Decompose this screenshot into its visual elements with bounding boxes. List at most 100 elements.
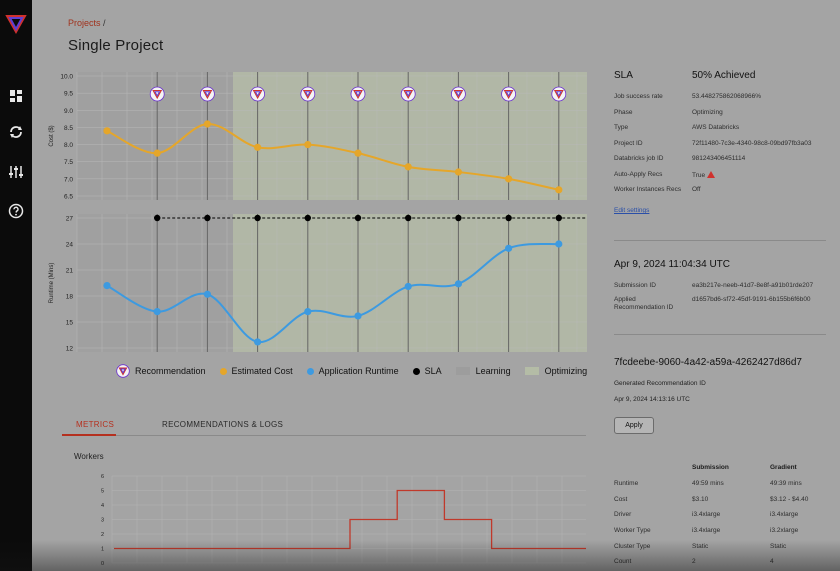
y-tick-label: 5 bbox=[101, 489, 104, 495]
table-cell: Static bbox=[692, 543, 709, 550]
y-tick-label: 4 bbox=[101, 503, 104, 509]
y-tick-label: 8.5 bbox=[64, 125, 73, 132]
legend-recommendation[interactable]: Recommendation bbox=[116, 364, 206, 378]
generated-recommendation-date: Apr 9, 2024 14:13:16 UTC bbox=[614, 396, 690, 403]
field-value: 981243406451114 bbox=[692, 155, 746, 162]
help-icon[interactable] bbox=[4, 199, 28, 223]
legend-estimated-cost[interactable]: Estimated Cost bbox=[219, 366, 293, 376]
runtime-point bbox=[254, 338, 262, 346]
legend-application-runtime[interactable]: Application Runtime bbox=[306, 366, 399, 376]
recommendation-icon-inner bbox=[304, 91, 311, 97]
recommendation-icon bbox=[350, 86, 366, 102]
cost-series-line bbox=[106, 122, 560, 191]
legend-sla[interactable]: SLA bbox=[412, 366, 442, 376]
sla-value: 50% Achieved bbox=[692, 70, 756, 81]
table-cell: 49:39 mins bbox=[770, 480, 802, 487]
cost-point bbox=[103, 127, 111, 135]
edit-settings-link[interactable]: Edit settings bbox=[614, 207, 650, 214]
generated-recommendation-label: Generated Recommendation ID bbox=[614, 380, 706, 387]
recommendation-icon bbox=[250, 86, 266, 102]
runtime-point bbox=[354, 312, 362, 320]
breadcrumb: Projects / bbox=[68, 18, 106, 28]
recommendation-icon-inner bbox=[455, 91, 462, 97]
table-cell: Worker Type bbox=[614, 527, 651, 534]
table-row: Driver i3.4xlarge i3.4xlarge bbox=[614, 511, 836, 521]
recommendation-icon-outer bbox=[252, 89, 263, 100]
submission-date: Apr 9, 2024 11:04:34 UTC bbox=[614, 259, 730, 270]
legend-runtime-label: Application Runtime bbox=[318, 366, 399, 376]
table-cell: 49:59 mins bbox=[692, 480, 724, 487]
runtime-point bbox=[404, 282, 412, 291]
legend-cost-dot bbox=[219, 367, 227, 375]
workers-chart: 6 5 4 3 2 1 0 bbox=[101, 474, 586, 567]
field-value: True bbox=[692, 172, 706, 179]
y-tick-label: 3 bbox=[101, 518, 104, 524]
recommendation-icon-inner bbox=[405, 91, 412, 97]
runtime-point bbox=[555, 240, 563, 248]
recommendation-icon bbox=[199, 86, 215, 102]
tab-recommendations-logs[interactable]: RECOMMENDATIONS & LOGS bbox=[162, 420, 284, 429]
brand-logo-icon[interactable] bbox=[4, 12, 28, 36]
page-title: Single Project bbox=[68, 37, 164, 54]
table-row: Cost $3.10 $3.12 - $4.40 bbox=[614, 496, 836, 506]
warning-icon bbox=[706, 171, 715, 181]
y-tick-label: 24 bbox=[66, 242, 74, 249]
recommendation-icon-outer bbox=[302, 89, 313, 100]
legend-optimizing-swatch bbox=[524, 367, 539, 375]
y-tick-label: 15 bbox=[66, 320, 74, 327]
sla-point bbox=[405, 214, 412, 222]
table-row: Worker Type i3.4xlarge i3.2xlarge bbox=[614, 527, 836, 537]
recommendation-icon-outer bbox=[353, 89, 363, 100]
field-value: d1657bd6-sf72-45df-9191-6b155b6f6b00 bbox=[692, 296, 811, 303]
table-cell: $3.10 bbox=[692, 496, 709, 503]
table-cell: 2 bbox=[692, 558, 696, 565]
field-value: 53.448275862068966% bbox=[692, 93, 762, 100]
table-cell: 4 bbox=[770, 558, 774, 565]
table-cell: $3.12 - $4.40 bbox=[770, 496, 809, 503]
legend-optimizing[interactable]: Optimizing bbox=[524, 366, 587, 376]
table-row: Count 2 4 bbox=[614, 558, 836, 568]
recycle-icon[interactable] bbox=[4, 120, 28, 144]
recommendation-icon-inner bbox=[555, 91, 562, 97]
legend-learning[interactable]: Learning bbox=[455, 366, 511, 376]
field-key: Phase bbox=[614, 109, 633, 116]
table-cell: i3.4xlarge bbox=[770, 511, 799, 518]
workers-chart-title: Workers bbox=[74, 452, 104, 461]
recommendation-icon bbox=[116, 364, 130, 378]
table-cell: Runtime bbox=[614, 480, 639, 487]
apply-button[interactable]: Apply bbox=[614, 417, 654, 434]
recommendation-icon-outer bbox=[453, 89, 464, 100]
table-header: Submission Gradient bbox=[614, 464, 836, 474]
sliders-icon[interactable] bbox=[4, 160, 28, 184]
main-content: Projects / Single Project 10.0 9.5 9.0 8.5 8… bbox=[32, 0, 840, 571]
recommendation-icon-outer bbox=[553, 89, 564, 100]
sla-point bbox=[204, 214, 211, 222]
legend-learning-swatch bbox=[455, 367, 470, 375]
optimizing-region bbox=[233, 214, 587, 352]
dashboard-icon[interactable] bbox=[4, 84, 28, 108]
sla-point bbox=[505, 214, 512, 222]
recommendation-icon-inner bbox=[154, 91, 161, 97]
y-tick-label: 6 bbox=[101, 474, 104, 480]
workers-series-line bbox=[114, 489, 586, 550]
field-key: Job success rate bbox=[614, 93, 663, 100]
runtime-point bbox=[454, 280, 462, 288]
tab-metrics[interactable]: METRICS bbox=[76, 420, 115, 429]
project-details-panel: SLA 50% Achieved Job success rate 53.4482… bbox=[614, 66, 836, 571]
recommendation-icon-outer bbox=[503, 89, 514, 100]
y-tick-label: 7.5 bbox=[64, 159, 73, 166]
recommendation-icon bbox=[450, 86, 466, 102]
field-value: AWS Databricks bbox=[692, 124, 740, 131]
cost-point bbox=[505, 175, 513, 183]
table-cell: i3.4xlarge bbox=[692, 511, 721, 518]
breadcrumb-projects-link[interactable]: Projects bbox=[68, 18, 101, 28]
table-cell: i3.2xlarge bbox=[770, 527, 799, 534]
y-tick-label: 27 bbox=[66, 216, 74, 223]
legend-sla-dot bbox=[412, 367, 420, 375]
table-cell: Cluster Type bbox=[614, 543, 651, 550]
field-value: ea3b217e-neeb-41d7-8e8f-a91b01rde207 bbox=[692, 282, 814, 289]
column-header: Gradient bbox=[770, 464, 797, 471]
runtime-point bbox=[203, 290, 211, 298]
recommendation-icon bbox=[501, 86, 517, 102]
cost-point bbox=[203, 120, 211, 128]
